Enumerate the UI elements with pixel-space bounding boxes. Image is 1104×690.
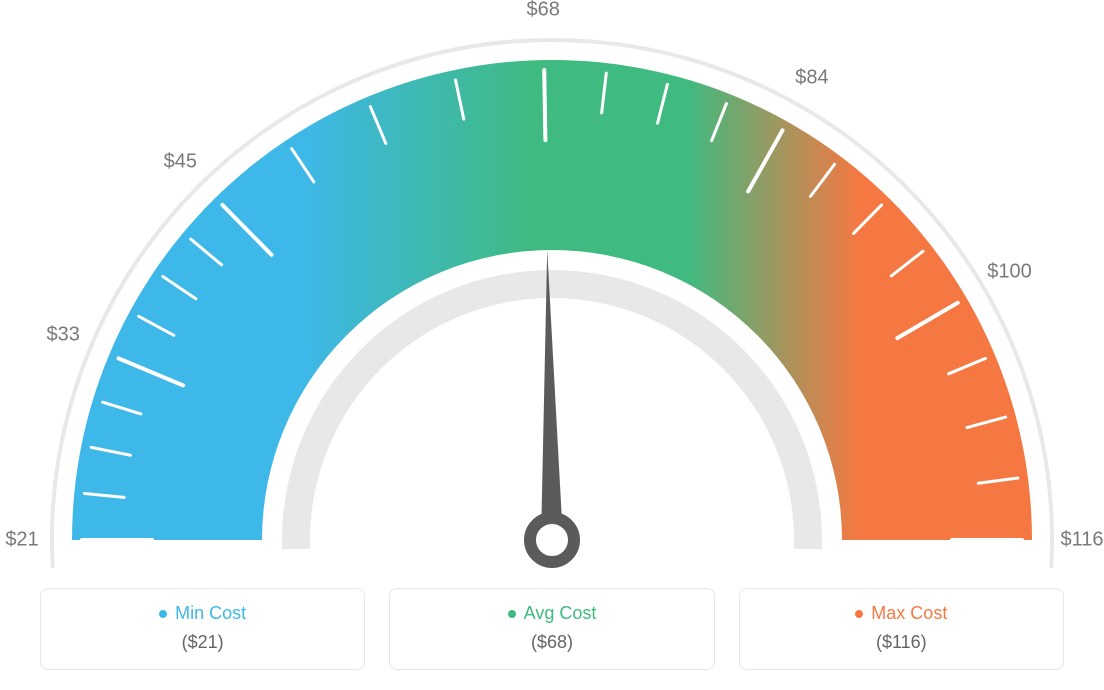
chart-container: $21 $33 $45 $68 $84 $100 $116 Min Cost ($21) A… bbox=[0, 0, 1104, 690]
legend-title-avg: Avg Cost bbox=[508, 603, 597, 624]
legend-card-avg: Avg Cost ($68) bbox=[389, 588, 714, 670]
legend-label: Min Cost bbox=[175, 603, 246, 624]
gauge-tick-label: $84 bbox=[795, 67, 828, 90]
gauge-tick-label: $68 bbox=[527, 0, 560, 22]
dot-icon bbox=[159, 610, 167, 618]
legend-value: ($21) bbox=[59, 632, 346, 653]
gauge-tick-label: $45 bbox=[164, 151, 197, 174]
legend-value: ($116) bbox=[758, 632, 1045, 653]
legend-label: Avg Cost bbox=[524, 603, 597, 624]
legend-value: ($68) bbox=[408, 632, 695, 653]
gauge-tick-label: $116 bbox=[1060, 529, 1103, 552]
gauge-tick-label: $33 bbox=[46, 324, 79, 347]
gauge-tick-label: $100 bbox=[987, 261, 1032, 284]
dot-icon bbox=[855, 610, 863, 618]
legend-card-max: Max Cost ($116) bbox=[739, 588, 1064, 670]
legend-title-min: Min Cost bbox=[159, 603, 246, 624]
gauge-tick-label: $21 bbox=[5, 529, 38, 552]
legend-title-max: Max Cost bbox=[855, 603, 947, 624]
gauge-area: $21 $33 $45 $68 $84 $100 $116 bbox=[0, 0, 1104, 570]
gauge-svg bbox=[0, 0, 1104, 570]
dot-icon bbox=[508, 610, 516, 618]
legend-label: Max Cost bbox=[871, 603, 947, 624]
legend-row: Min Cost ($21) Avg Cost ($68) Max Cost (… bbox=[40, 588, 1064, 670]
legend-card-min: Min Cost ($21) bbox=[40, 588, 365, 670]
